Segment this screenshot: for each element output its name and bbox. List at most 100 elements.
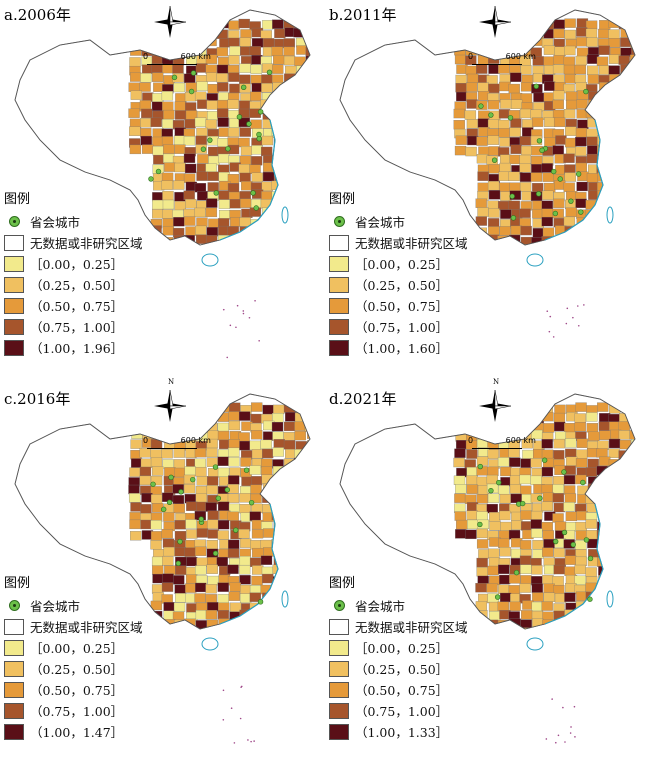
legend-swatch [4, 723, 24, 740]
legend-label: （0.75，1.00］ [355, 704, 449, 719]
legend-label: （0.75，1.00］ [30, 320, 124, 335]
scale-zero: 0 [468, 52, 474, 61]
legend-title: 图例 [4, 576, 31, 591]
legend-item: （0.50，0.75］ [4, 295, 184, 316]
legend-label: （1.00，1.96］ [30, 341, 124, 356]
legend-item: 无数据或非研究区域 [329, 232, 509, 253]
legend-label: ［0.00，0.25］ [355, 641, 449, 656]
legend-item: 省会城市 [4, 211, 184, 232]
legend-label: 省会城市 [355, 599, 406, 614]
legend: 图例 省会城市 无数据或非研究区域 ［0.00，0.25］ （0.25，0.50］ （0… [329, 572, 509, 742]
legend-item: ［0.00，0.25］ [329, 637, 509, 658]
legend-rows: 省会城市无数据或非研究区域 ［0.00，0.25］ （0.25，0.50］ （0.50… [4, 211, 184, 358]
legend-label: ［0.00，0.25］ [355, 257, 449, 272]
scale-distance: 600 km [505, 52, 536, 61]
legend-swatch [4, 234, 24, 251]
legend-swatch [4, 618, 24, 635]
legend-item: （0.75，1.00］ [329, 316, 509, 337]
legend-swatch [329, 339, 349, 356]
scale-zero: 0 [468, 436, 474, 445]
north-label: N [493, 0, 499, 2]
panel-title: a.2006年 [4, 6, 71, 24]
legend-label: 无数据或非研究区域 [355, 620, 468, 635]
legend-item: （1.00，1.60］ [329, 337, 509, 358]
legend-label: （0.75，1.00］ [30, 704, 124, 719]
china-map-b [339, 9, 636, 338]
north-arrow-icon: N [150, 0, 190, 42]
legend-rows: 省会城市 无数据或非研究区域 ［0.00，0.25］ （0.25，0.50］ （0.50… [329, 595, 509, 742]
north-label: N [168, 0, 174, 2]
legend-item: 省会城市 [4, 595, 184, 616]
legend-label: （1.00，1.33］ [355, 725, 449, 740]
scale-bar: 0 600 km [143, 52, 211, 65]
legend-label: （0.25，0.50］ [30, 662, 124, 677]
scale-zero: 0 [143, 52, 149, 61]
legend-label: 无数据或非研究区域 [30, 236, 143, 251]
legend-swatch [329, 318, 349, 335]
legend-item: （0.50，0.75］ [329, 295, 509, 316]
legend-label: 省会城市 [30, 599, 81, 614]
north-label: N [168, 378, 175, 386]
legend-label: ［0.00，0.25］ [30, 641, 124, 656]
legend-item: ［0.00，0.25］ [4, 253, 184, 274]
map-panel-d: d.2021年 N 0 600 km 图例 省会城市无数据或非研究区域 ［0.00… [325, 378, 650, 768]
legend-swatch [329, 723, 349, 740]
north-arrow-icon: N [475, 0, 515, 42]
legend-swatch [329, 660, 349, 677]
scale-bar: 0 600 km [468, 52, 536, 65]
legend-swatch [329, 234, 349, 251]
legend-label: （0.50，0.75］ [30, 683, 124, 698]
legend-item: （0.25，0.50］ [4, 658, 184, 679]
legend-item: 省会城市 [329, 211, 509, 232]
legend-label: （0.75，1.00］ [355, 320, 449, 335]
capital-city-icon [329, 215, 349, 229]
legend-swatch [4, 339, 24, 356]
legend-item: （0.50，0.75］ [4, 679, 184, 700]
map-panel-c: c.2016年 N 0 600 km 图例 省会城市 无数据或非研究区域 ［0.00… [0, 378, 325, 768]
legend-item: （1.00，1.33］ [329, 721, 509, 742]
legend-swatch [4, 276, 24, 293]
legend-label: （1.00，1.47］ [30, 725, 124, 740]
legend-item: 省会城市 [329, 595, 509, 616]
scale-bar: 0 600 km [143, 436, 211, 449]
legend-item: （0.75，1.00］ [329, 700, 509, 721]
legend-item: 无数据或非研究区域 [329, 616, 509, 637]
legend-item: （0.75，1.00］ [4, 700, 184, 721]
legend-swatch [4, 255, 24, 272]
capital-city-icon [4, 599, 24, 613]
legend-label: （0.50，0.75］ [355, 299, 449, 314]
legend: 图例 省会城市无数据或非研究区域 ［0.00，0.25］ （0.25，0.50］ （0… [4, 572, 184, 742]
legend-swatch [4, 660, 24, 677]
legend-item: ［0.00，0.25］ [329, 253, 509, 274]
north-label: N [493, 378, 500, 386]
scale-distance: 600 km [505, 436, 536, 445]
legend-label: 无数据或非研究区域 [30, 620, 143, 635]
legend-title: 图例 [4, 192, 31, 207]
legend-swatch [329, 702, 349, 719]
legend-item: ［0.00，0.25］ [4, 637, 184, 658]
china-map-c [14, 393, 311, 744]
legend-swatch [4, 639, 24, 656]
panel-title: d.2021年 [329, 390, 397, 408]
china-map-d [339, 393, 636, 744]
legend-label: 无数据或非研究区域 [355, 236, 468, 251]
legend-swatch [329, 297, 349, 314]
legend-item: （0.75，1.00］ [4, 316, 184, 337]
legend-label: （0.50，0.75］ [355, 683, 449, 698]
capital-city-icon [329, 599, 349, 613]
legend-label: （0.25，0.50］ [30, 278, 124, 293]
legend-item: （0.25，0.50］ [4, 274, 184, 295]
legend-swatch [329, 639, 349, 656]
legend-label: （1.00，1.60］ [355, 341, 449, 356]
panel-title: b.2011年 [329, 6, 397, 24]
legend-swatch [329, 618, 349, 635]
legend-title: 图例 [329, 192, 356, 207]
legend-title: 图例 [329, 576, 356, 591]
legend: 图例 省会城市 无数据或非研究区域 ［0.00，0.25］ （0.25，0.50］ （0… [329, 188, 509, 358]
legend-label: 省会城市 [30, 215, 81, 230]
legend-label: （0.50，0.75］ [30, 299, 124, 314]
scale-zero: 0 [143, 436, 149, 445]
legend-swatch [4, 681, 24, 698]
